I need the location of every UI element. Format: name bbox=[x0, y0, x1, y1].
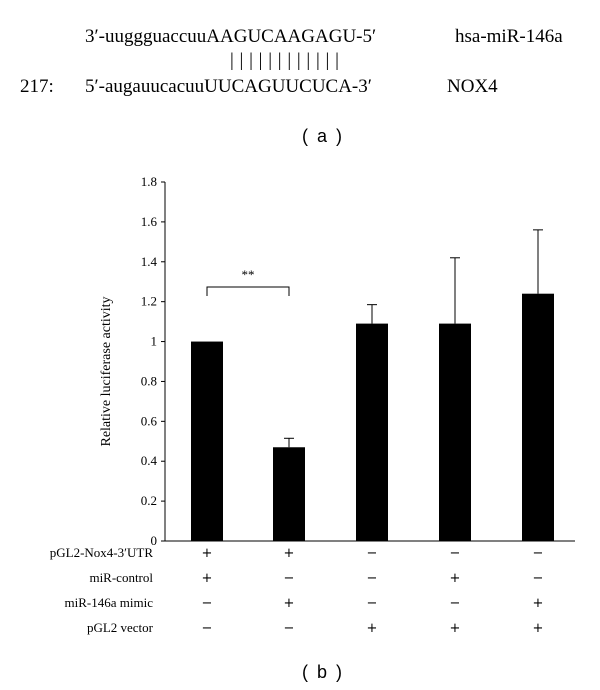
y-tick-label: 1.4 bbox=[141, 254, 158, 269]
y-tick-label: 0.8 bbox=[141, 373, 157, 388]
condition-sign: + bbox=[284, 596, 295, 611]
panel-b-label: ( b ) bbox=[302, 662, 345, 682]
mirna-sequence: 3′-uuggguaccuuAAGUCAAGAGU-5′ bbox=[85, 26, 377, 47]
condition-sign: + bbox=[533, 621, 544, 636]
condition-sign: − bbox=[367, 571, 378, 586]
condition-sign: + bbox=[533, 596, 544, 611]
condition-label: pGL2 vector bbox=[87, 620, 154, 635]
pairing-lines: | | | | | | | | | | | | bbox=[230, 50, 340, 71]
bar bbox=[273, 447, 305, 541]
mirna-name: hsa-miR-146a bbox=[455, 26, 563, 47]
condition-label: miR-146a mimic bbox=[65, 595, 154, 610]
significance-label: ** bbox=[242, 267, 255, 282]
target-sequence: 5′-augauucacuuUUCAGUUCUCA-3′ bbox=[85, 76, 372, 97]
condition-sign: − bbox=[202, 621, 213, 636]
condition-sign: + bbox=[284, 546, 295, 561]
condition-sign: − bbox=[533, 546, 544, 561]
condition-sign: − bbox=[202, 596, 213, 611]
condition-sign: − bbox=[450, 546, 461, 561]
condition-sign: − bbox=[367, 596, 378, 611]
y-tick-label: 0 bbox=[151, 533, 158, 548]
bar bbox=[439, 323, 471, 541]
condition-sign: + bbox=[367, 621, 378, 636]
condition-sign: + bbox=[450, 621, 461, 636]
condition-sign: + bbox=[202, 546, 213, 561]
panel-a-label: ( a ) bbox=[302, 126, 345, 146]
condition-label: miR-control bbox=[89, 570, 153, 585]
y-tick-label: 1.2 bbox=[141, 294, 157, 309]
target-position: 217: bbox=[20, 76, 54, 97]
condition-sign: + bbox=[202, 571, 213, 586]
condition-sign: − bbox=[533, 571, 544, 586]
y-tick-label: 1.8 bbox=[141, 174, 157, 189]
significance-bracket bbox=[206, 286, 290, 296]
y-tick-label: 1 bbox=[151, 334, 158, 349]
y-tick-label: 0.6 bbox=[141, 413, 158, 428]
y-tick-label: 1.6 bbox=[141, 214, 158, 229]
condition-sign: − bbox=[450, 596, 461, 611]
condition-label: pGL2-Nox4-3′UTR bbox=[50, 545, 154, 560]
condition-sign: − bbox=[284, 571, 295, 586]
target-name: NOX4 bbox=[447, 76, 498, 97]
condition-sign: − bbox=[367, 546, 378, 561]
condition-sign: − bbox=[284, 621, 295, 636]
bar bbox=[522, 293, 554, 541]
bar bbox=[191, 341, 223, 541]
y-tick-label: 0.2 bbox=[141, 493, 157, 508]
y-tick-label: 0.4 bbox=[141, 453, 158, 468]
bar bbox=[356, 323, 388, 541]
y-axis-label: Relative luciferase activity bbox=[99, 296, 114, 446]
condition-sign: + bbox=[450, 571, 461, 586]
